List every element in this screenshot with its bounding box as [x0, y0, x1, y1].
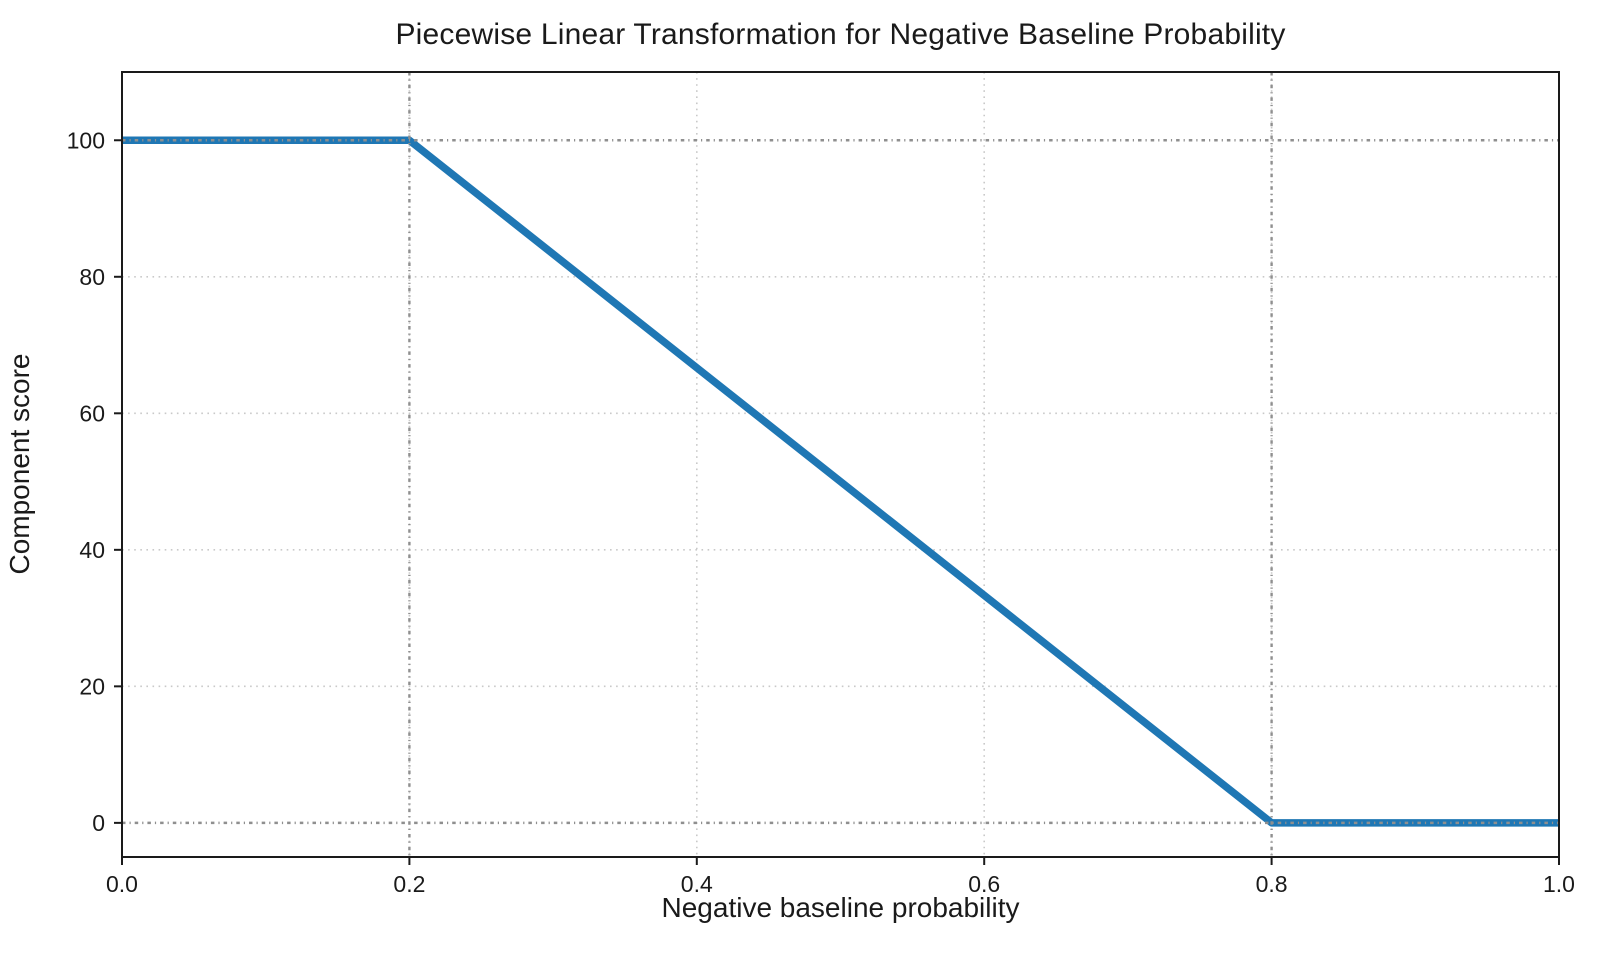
x-tick-label: 0.2 [393, 871, 425, 897]
chart-title: Piecewise Linear Transformation for Nega… [395, 18, 1286, 51]
x-tick-label: 1.0 [1543, 871, 1575, 897]
series-line [122, 136, 1559, 827]
y-tick-label: 20 [79, 673, 105, 699]
x-tick-label: 0.8 [1256, 871, 1288, 897]
x-axis-label: Negative baseline probability [661, 892, 1020, 923]
y-tick-label: 100 [67, 127, 105, 153]
x-tick-label: 0.6 [968, 871, 1000, 897]
x-tick-label: 0.0 [106, 871, 138, 897]
y-tick-label: 0 [92, 810, 105, 836]
y-tick-label: 80 [79, 264, 105, 290]
y-tick-label: 60 [79, 400, 105, 426]
x-tick-label: 0.4 [681, 871, 713, 897]
axes-frame [121, 71, 1560, 858]
y-tick-label: 40 [79, 537, 105, 563]
y-axis-label: Component score [4, 353, 35, 575]
